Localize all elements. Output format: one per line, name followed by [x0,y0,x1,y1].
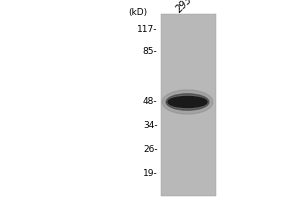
Bar [160,14,216,196]
Text: 85-: 85- [143,46,158,55]
Text: 34-: 34- [143,120,158,130]
Ellipse shape [162,90,213,114]
Text: 19-: 19- [143,170,158,178]
Text: (kD): (kD) [128,8,148,18]
Ellipse shape [168,97,207,108]
Text: 117-: 117- [137,24,158,33]
Ellipse shape [166,94,209,110]
Text: 48-: 48- [143,98,158,106]
Text: 293: 293 [174,0,194,15]
Text: 26-: 26- [143,144,158,154]
